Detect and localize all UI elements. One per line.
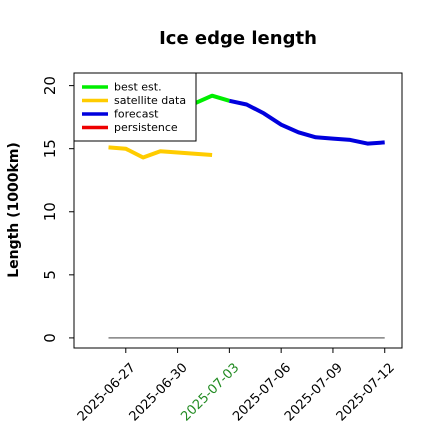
plot-area (108, 93, 385, 339)
chart-title: Ice edge length (159, 28, 317, 49)
y-tick-label: 0 (41, 333, 59, 343)
y-axis-label: Length (1000km) (6, 142, 22, 278)
plot-frame (73, 72, 403, 349)
y-tick-label: 15 (41, 139, 59, 158)
series-line-forecast (228, 98, 385, 146)
legend-label: best est. (114, 81, 162, 94)
y-tick-label: 20 (41, 76, 59, 95)
y-tick-label: 10 (41, 202, 59, 221)
y-tick-label: 5 (41, 270, 59, 280)
series-line-best-est- (193, 93, 230, 106)
series-line-satellite-data (108, 145, 213, 160)
legend-label: satellite data (114, 94, 186, 107)
legend-label: persistence (114, 121, 178, 134)
legend: best est.satellite dataforecastpersisten… (73, 72, 197, 142)
legend-box (73, 72, 197, 142)
legend-label: forecast (114, 108, 159, 121)
